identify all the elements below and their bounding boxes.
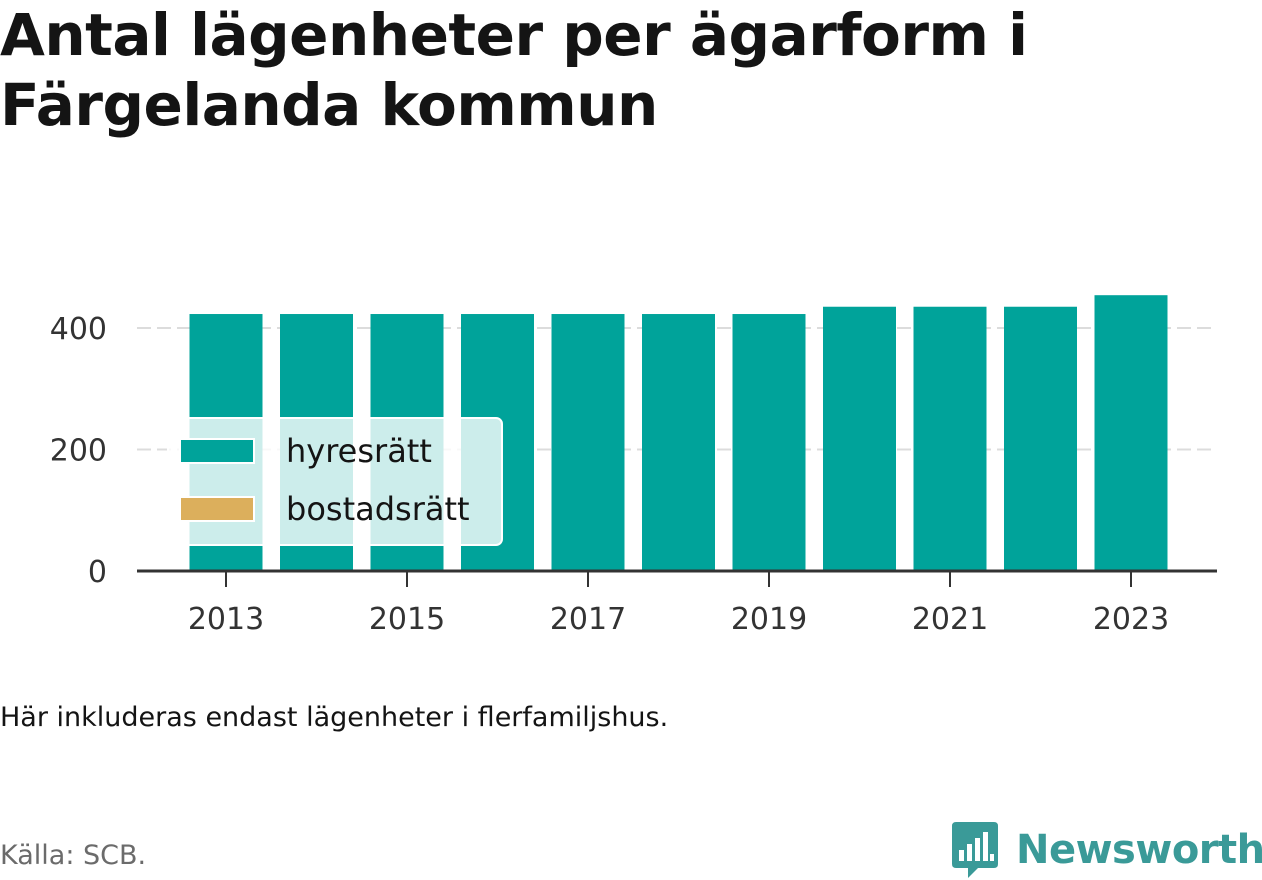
bar-hyresrätt-2017 [551, 314, 625, 571]
x-tick-label: 2021 [912, 602, 988, 637]
bar-hyresrätt-2022 [1004, 306, 1077, 571]
legend: hyresrätt bostadsrätt [167, 417, 503, 546]
y-axis: 0 200 400 [50, 312, 107, 590]
bar-hyresrätt-2023 [1094, 295, 1168, 571]
source-text: Källa: SCB. [0, 840, 147, 871]
x-tick-label: 2017 [550, 602, 626, 637]
y-tick-label: 0 [88, 555, 107, 590]
brand-name: Newsworthy [1016, 827, 1262, 873]
y-tick-label: 400 [50, 312, 107, 347]
x-tick-label: 2015 [369, 602, 445, 637]
x-tick-label: 2023 [1093, 602, 1169, 637]
y-tick-label: 200 [50, 434, 107, 469]
bar-hyresrätt-2021 [913, 306, 987, 571]
chart-title: Antal lägenheter per ägarform i Färgelan… [0, 1, 1028, 139]
legend-label: hyresrätt [286, 432, 432, 470]
x-tick-label: 2013 [188, 602, 264, 637]
x-axis: 2013 2015 2017 2019 2021 2023 [137, 569, 1217, 637]
legend-label: bostadsrätt [286, 490, 470, 528]
bar-hyresrätt-2020 [823, 306, 896, 571]
newsworthy-logo-icon [952, 822, 998, 878]
brand-logo: Newsworthy [950, 820, 1262, 880]
chart-note: Här inkluderas endast lägenheter i flerf… [0, 702, 669, 733]
x-tick-label: 2019 [731, 602, 807, 637]
legend-swatch-hyresrätt [179, 438, 255, 464]
bar-hyresrätt-2019 [732, 314, 806, 571]
legend-swatch-bostadsrätt [179, 496, 255, 522]
bar-hyresrätt-2018 [642, 314, 715, 571]
bar-chart: 2013 2015 2017 2019 2021 2023 0 200 400 hyresrä… [50, 295, 1217, 637]
